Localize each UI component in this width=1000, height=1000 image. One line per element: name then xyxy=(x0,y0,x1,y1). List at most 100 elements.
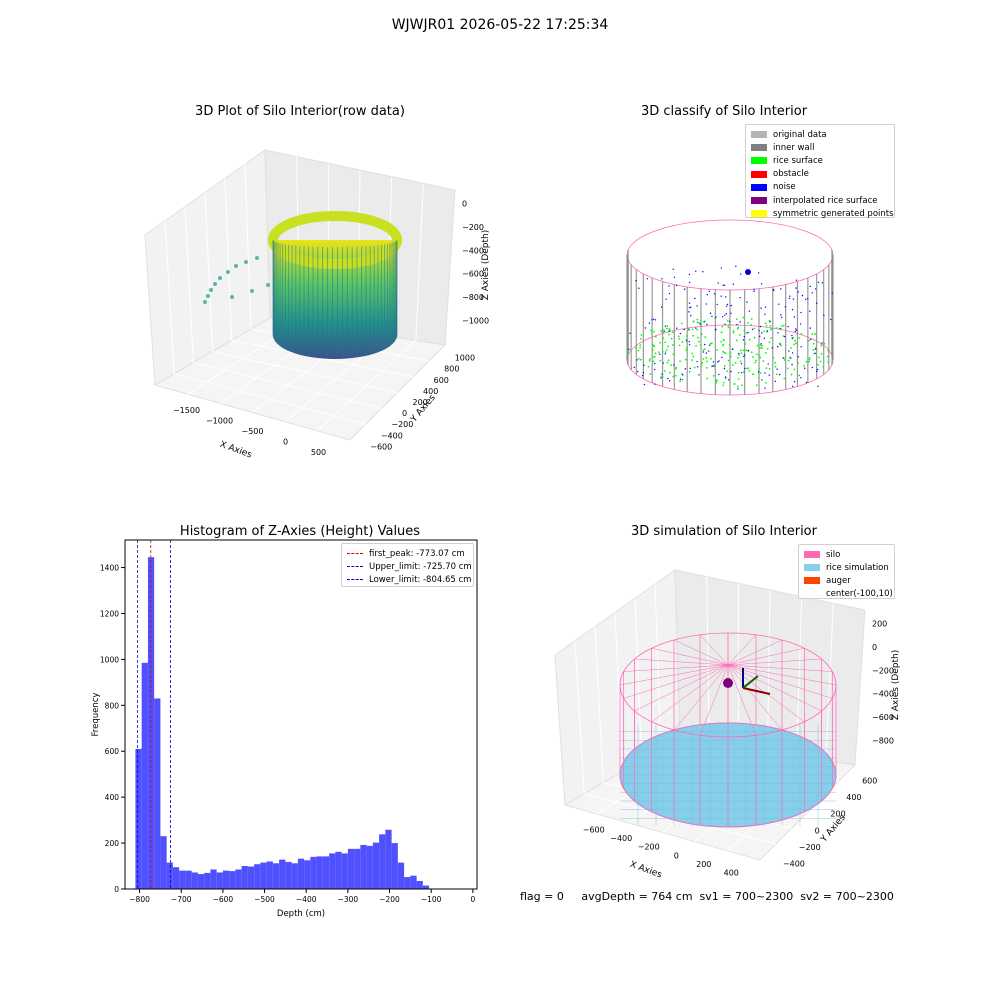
panel2-rice-surface-point xyxy=(818,357,820,359)
panel2-rice-surface-point xyxy=(756,353,758,355)
histogram-bar xyxy=(379,834,385,889)
panel1-xtick: −1500 xyxy=(173,406,200,415)
panel2-rice-surface-point xyxy=(640,359,642,361)
histogram-xtick-label: −200 xyxy=(379,895,400,904)
panel2-noise-point xyxy=(722,316,723,317)
panel4-3d-plot: −600−400−2000200400−400−2000200400600200… xyxy=(500,540,1000,900)
panel2-legend-label: original data xyxy=(773,130,827,140)
panel2-rice-surface-point xyxy=(801,333,803,335)
panel2-noise-point xyxy=(814,353,815,354)
panel2-rice-surface-point xyxy=(791,374,793,376)
histogram-xtick-label: −600 xyxy=(213,895,234,904)
histogram-bar xyxy=(317,856,323,889)
panel2-noise-point xyxy=(674,277,675,278)
panel2-rice-surface-point xyxy=(675,368,677,370)
panel2-rice-surface-point xyxy=(704,336,706,338)
panel2-noise-point xyxy=(676,285,677,286)
panel2-rice-surface-point xyxy=(770,325,772,327)
histogram-legend-label: Lower_limit: -804.65 cm xyxy=(369,575,471,585)
histogram-bar xyxy=(248,866,254,889)
histogram-bar xyxy=(279,860,285,889)
panel2-noise-point xyxy=(711,316,712,317)
panel2-rice-surface-point xyxy=(696,329,698,331)
histogram-legend-entry: Upper_limit: -725.70 cm xyxy=(347,560,468,573)
panel1-scatter-point xyxy=(255,256,259,260)
panel2-rice-surface-point xyxy=(740,361,742,363)
panel2-rice-surface-point xyxy=(650,330,652,332)
panel2-rice-surface-point xyxy=(672,353,674,355)
panel2-noise-point xyxy=(695,271,696,272)
panel2-noise-point xyxy=(797,291,798,292)
panel2-rice-surface-point xyxy=(737,386,739,388)
histogram-bar xyxy=(398,863,404,889)
panel2-rice-surface-point xyxy=(769,341,771,343)
histogram-ylabel: Frequency xyxy=(91,693,101,737)
panel2-noise-point xyxy=(743,371,744,372)
panel2-noise-point xyxy=(818,282,819,283)
panel2-rice-surface-point xyxy=(653,346,655,348)
panel2-noise-point xyxy=(760,326,761,327)
panel2-rice-surface-point xyxy=(726,370,728,372)
panel2-noise-point xyxy=(718,360,719,361)
panel2-noise-point xyxy=(789,298,790,299)
panel2-rice-surface-point xyxy=(827,356,829,358)
panel2-noise-point xyxy=(744,336,745,337)
panel2-noise-point xyxy=(726,305,727,306)
panel2-noise-point xyxy=(634,367,635,368)
panel2-rice-surface-point xyxy=(757,345,759,347)
panel2-rice-surface-point xyxy=(700,323,702,325)
panel2-noise-point xyxy=(689,307,690,308)
panel4-legend-swatch xyxy=(804,577,820,584)
panel2-rice-surface-point xyxy=(706,378,708,380)
panel2-noise-point xyxy=(726,313,727,314)
panel2-noise-point xyxy=(676,328,677,329)
panel1-ytick: 1000 xyxy=(455,354,475,363)
panel2-noise-point xyxy=(778,303,779,304)
panel2-noise-point xyxy=(706,303,707,304)
panel2-rice-surface-point xyxy=(710,358,712,360)
panel2-rice-surface-point xyxy=(649,373,651,375)
panel2-legend-swatch xyxy=(751,197,767,204)
panel2-rice-surface-point xyxy=(640,338,642,340)
panel2-rice-surface-point xyxy=(659,360,661,362)
panel2-noise-point xyxy=(668,285,669,286)
panel2-noise-point xyxy=(748,350,749,351)
panel1-scatter-point xyxy=(244,260,248,264)
panel4-legend-entry: rice simulation xyxy=(804,561,889,574)
histogram-bar xyxy=(260,863,266,889)
panel2-rice-surface-point xyxy=(773,357,775,359)
panel2-legend-swatch xyxy=(751,171,767,178)
panel2-noise-point xyxy=(703,351,704,352)
panel2-noise-point xyxy=(800,346,801,347)
panel2-rice-surface-point xyxy=(626,350,628,352)
histogram-bar xyxy=(410,876,416,889)
panel4-ztick: −800 xyxy=(872,736,894,745)
panel2-noise-point xyxy=(753,289,754,290)
panel2-rice-surface-point xyxy=(758,368,760,370)
panel2-noise-point xyxy=(789,295,790,296)
panel2-noise-point xyxy=(807,298,808,299)
panel2-noise-point xyxy=(713,366,714,367)
panel2-noise-point xyxy=(781,317,782,318)
panel2-rice-surface-point xyxy=(649,358,651,360)
panel2-rice-surface-point xyxy=(700,320,702,322)
panel2-noise-point xyxy=(716,304,717,305)
histogram-bar xyxy=(273,863,279,889)
panel2-noise-point xyxy=(816,371,817,372)
panel2-rice-surface-point xyxy=(766,325,768,327)
panel2-rice-surface-point xyxy=(745,343,747,345)
panel4-xtick: 0 xyxy=(674,851,679,860)
panel2-rice-surface-point xyxy=(721,331,723,333)
panel4-ytick: 600 xyxy=(862,776,877,785)
histogram-bar xyxy=(367,846,373,889)
panel2-noise-point xyxy=(761,332,762,333)
panel2-rice-surface-point xyxy=(723,339,725,341)
panel2-noise-point xyxy=(715,316,716,317)
panel2-rice-surface-point xyxy=(672,376,674,378)
panel2-noise-point xyxy=(764,338,765,339)
panel2-noise-point xyxy=(812,292,813,293)
histogram-bar xyxy=(217,872,223,889)
panel2-legend: original data inner wall rice surface obsta… xyxy=(745,124,895,218)
histogram-bar xyxy=(392,843,398,889)
panel2-rice-surface-point xyxy=(740,349,742,351)
